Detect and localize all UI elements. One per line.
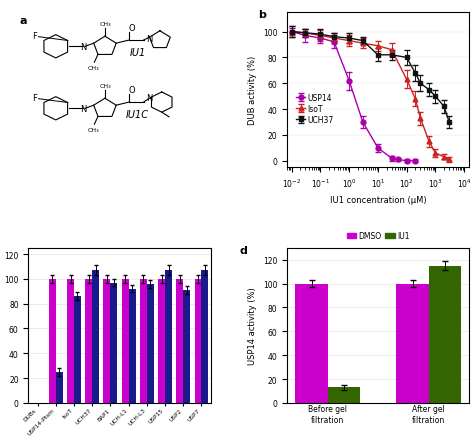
Bar — [128, 289, 136, 403]
Text: IU1: IU1 — [129, 48, 146, 58]
Bar — [183, 290, 190, 403]
Bar — [140, 279, 147, 403]
X-axis label: IU1 concentration (μM): IU1 concentration (μM) — [330, 195, 427, 205]
Bar — [67, 279, 74, 403]
Legend: DMSO, IU1: DMSO, IU1 — [344, 229, 412, 244]
Bar — [328, 388, 360, 403]
Text: b: b — [258, 10, 266, 20]
Text: CH₃: CH₃ — [88, 128, 99, 133]
Bar — [122, 279, 128, 403]
Bar — [49, 279, 56, 403]
Bar — [85, 279, 92, 403]
Text: O: O — [128, 85, 135, 94]
Bar — [92, 271, 99, 403]
Text: F: F — [32, 94, 37, 102]
Text: CH₃: CH₃ — [88, 66, 99, 71]
Text: CH₃: CH₃ — [99, 84, 111, 89]
Text: N: N — [146, 35, 153, 44]
Bar — [158, 279, 165, 403]
Text: d: d — [240, 245, 247, 255]
Bar — [428, 266, 461, 403]
Text: N: N — [146, 93, 153, 102]
Y-axis label: DUB activity (%): DUB activity (%) — [248, 56, 257, 125]
Bar — [201, 271, 209, 403]
Bar — [176, 279, 183, 403]
Text: CH₃: CH₃ — [99, 22, 111, 27]
Bar — [103, 279, 110, 403]
Text: IU1C: IU1C — [126, 110, 149, 120]
Bar — [165, 271, 172, 403]
Bar — [56, 372, 63, 403]
Bar — [147, 284, 154, 403]
Text: N: N — [80, 105, 86, 113]
Text: F: F — [32, 32, 37, 41]
Bar — [194, 279, 201, 403]
Bar — [110, 283, 118, 403]
Bar — [295, 284, 328, 403]
Legend: USP14, IsoT, UCH37: USP14, IsoT, UCH37 — [294, 92, 335, 126]
Text: O: O — [128, 24, 135, 32]
Bar — [396, 284, 428, 403]
Text: N: N — [80, 42, 86, 52]
Bar — [74, 297, 81, 403]
Text: a: a — [19, 16, 27, 26]
Y-axis label: USP14 activity (%): USP14 activity (%) — [248, 287, 257, 364]
